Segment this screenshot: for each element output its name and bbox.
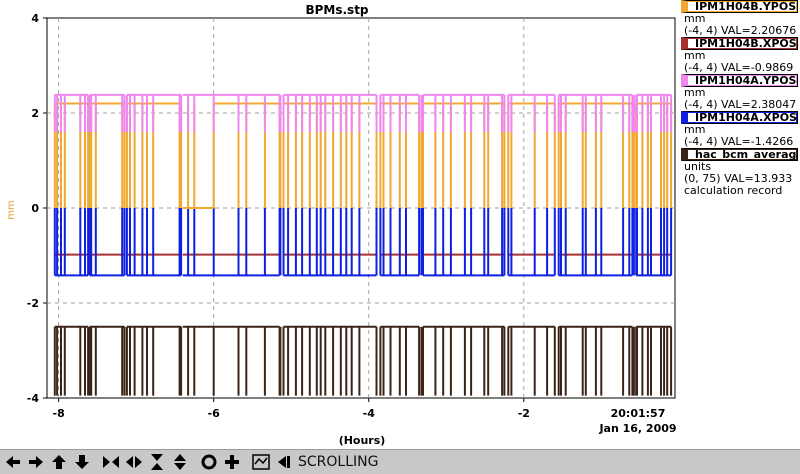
legend-detail: (-4, 4) VAL=2.20676 [684, 24, 797, 37]
x-axis: -8 -6 -4 -2 [53, 398, 530, 420]
legend-detail: calculation record [684, 184, 783, 197]
series-dropouts [53, 103, 673, 208]
series-dropouts [53, 94, 673, 132]
legend-detail: mm [684, 86, 706, 99]
toolbar-status: SCROLLING [298, 454, 379, 470]
legend-item[interactable]: hac_bcm_average units (0, 75) VAL=13.933 ca… [681, 148, 800, 197]
y-tick-label: 0 [31, 202, 39, 215]
legend-series-name[interactable]: IPM1H04A.XPOS [681, 111, 798, 124]
legend-detail: (-4, 4) VAL=-0.9869 [684, 61, 794, 74]
arrow-right-icon[interactable] [25, 452, 46, 472]
legend-detail: mm [684, 123, 706, 136]
zoom-out-x-icon[interactable] [123, 452, 144, 472]
legend-series-name[interactable]: hac_bcm_average [681, 148, 798, 161]
zoom-in-x-icon[interactable] [100, 452, 121, 472]
add-icon[interactable] [221, 452, 242, 472]
arrow-down-icon[interactable] [71, 452, 92, 472]
zoom-in-y-icon[interactable] [146, 452, 167, 472]
chart-title: BPMs.stp [305, 3, 368, 17]
y-tick-label: 2 [31, 107, 39, 120]
time-label: 20:01:57 [611, 407, 666, 420]
legend-item[interactable]: IPM1H04A.YPOS mm (-4, 4) VAL=2.38047 [681, 74, 800, 111]
legend-detail: mm [684, 12, 706, 25]
series-ipm1h04a-ypos [53, 93, 673, 132]
series-layer [53, 93, 673, 396]
arrow-up-icon[interactable] [48, 452, 69, 472]
y-tick-label: -2 [27, 297, 39, 310]
series-dropouts [53, 326, 673, 396]
legend-detail: (0, 75) VAL=13.933 [684, 172, 793, 185]
scroll-back-icon[interactable] [273, 452, 294, 472]
date-label: Jan 16, 2009 [598, 422, 676, 435]
legend: IPM1H04B.YPOS mm (-4, 4) VAL=2.20676 IPM1H0… [681, 0, 800, 206]
x-tick-label: -6 [208, 407, 221, 420]
config-icon[interactable] [198, 452, 219, 472]
zoom-out-y-icon[interactable] [169, 452, 190, 472]
legend-series-name[interactable]: IPM1H04A.YPOS [681, 74, 798, 87]
y-tick-label: -4 [27, 392, 40, 405]
legend-detail: units [684, 160, 712, 173]
x-tick-label: -2 [518, 407, 530, 420]
y-axis-label: mm [6, 200, 17, 219]
series-ipm1h04a-xpos [53, 208, 673, 277]
arrow-left-icon[interactable] [2, 452, 23, 472]
x-tick-label: -4 [363, 407, 376, 420]
chart-area: BPMs.stp -4 -2 0 2 4 -8 -6 -4 -2 mm 20:01:57 Ja… [6, 3, 677, 447]
legend-series-name[interactable]: IPM1H04B.XPOS [681, 37, 798, 50]
x-axis-label: (Hours) [339, 434, 386, 447]
legend-detail: (-4, 4) VAL=-1.4266 [684, 135, 794, 148]
autoscale-icon[interactable] [250, 452, 271, 472]
legend-item[interactable]: IPM1H04B.YPOS mm (-4, 4) VAL=2.20676 [681, 0, 800, 37]
x-tick-label: -8 [53, 407, 65, 420]
series-dropouts [53, 208, 673, 276]
legend-item[interactable]: IPM1H04A.XPOS mm (-4, 4) VAL=-1.4266 [681, 111, 800, 148]
series-hac-bcm-average [53, 325, 673, 396]
legend-detail: mm [684, 49, 706, 62]
legend-series-name[interactable]: IPM1H04B.YPOS [681, 0, 798, 13]
legend-item[interactable]: IPM1H04B.XPOS mm (-4, 4) VAL=-0.9869 [681, 37, 800, 74]
y-tick-label: 4 [31, 12, 39, 25]
legend-detail: (-4, 4) VAL=2.38047 [684, 98, 797, 111]
y-axis: -4 -2 0 2 4 [27, 12, 47, 405]
toolbar: SCROLLING [0, 449, 800, 474]
grid-lines [47, 18, 675, 398]
